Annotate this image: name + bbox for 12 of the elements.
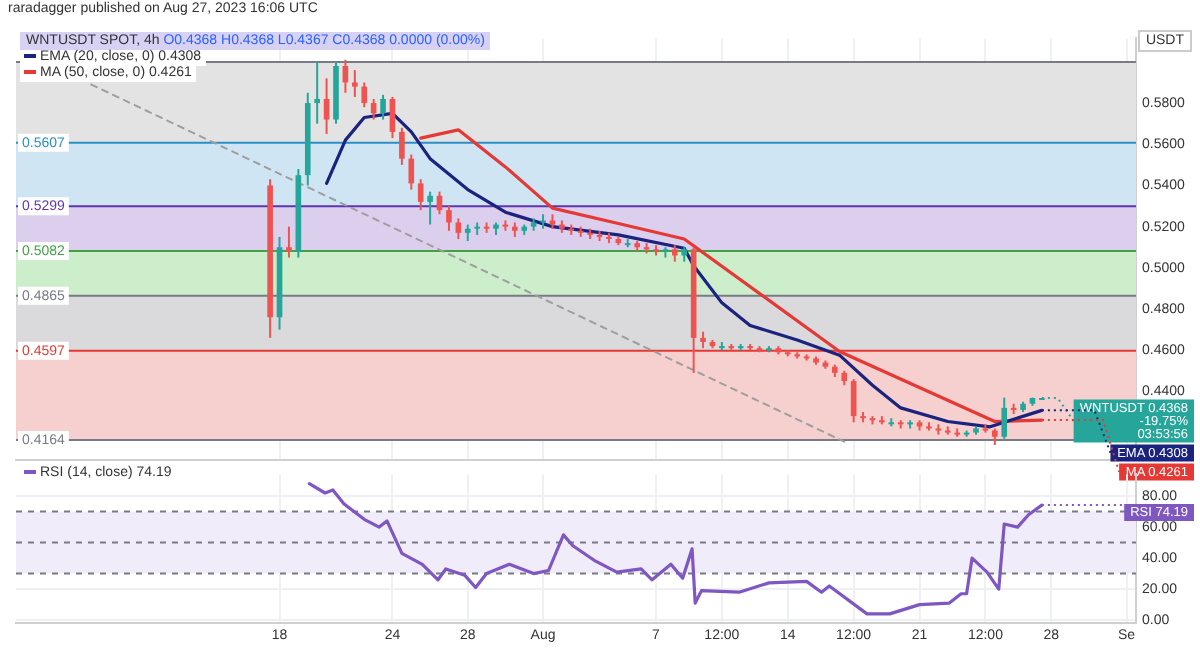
- candlestick: [286, 225, 292, 259]
- candlestick: [408, 153, 415, 191]
- candlestick: [314, 60, 320, 125]
- candlestick: [417, 178, 424, 212]
- candlestick: [323, 77, 330, 135]
- candlestick: [361, 81, 368, 109]
- candlestick: [446, 205, 452, 232]
- candlestick: [399, 126, 405, 166]
- candlestick: [1001, 396, 1008, 440]
- candlestick: [380, 93, 386, 121]
- candlestick: [352, 69, 358, 98]
- candlestick: [427, 190, 433, 226]
